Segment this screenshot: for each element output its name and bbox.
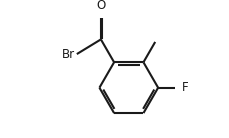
- Text: F: F: [181, 81, 187, 94]
- Text: Br: Br: [61, 48, 74, 61]
- Text: O: O: [96, 0, 105, 12]
